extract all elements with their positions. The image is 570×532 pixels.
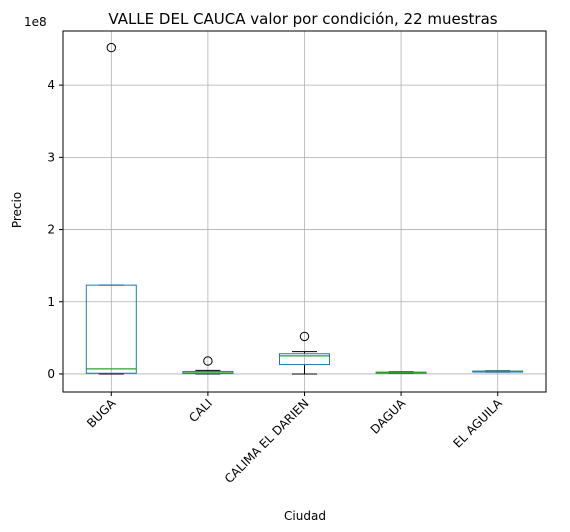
box-group bbox=[85, 42, 137, 375]
box-group bbox=[182, 356, 234, 375]
y-tick-label: 0 bbox=[47, 367, 55, 381]
y-tick-label: 4 bbox=[47, 78, 55, 92]
box-group bbox=[472, 370, 524, 373]
axes: 0 1 2 3 4 BUGA CALI CALIMA EL DARIEN DAGUA EL AGU… bbox=[47, 30, 547, 486]
x-tick-label: BUGA bbox=[84, 396, 119, 431]
plot-area bbox=[85, 42, 524, 375]
box bbox=[85, 284, 137, 374]
x-tick-label: DAGUA bbox=[368, 396, 409, 437]
grid bbox=[63, 31, 546, 392]
outlier-point bbox=[106, 42, 117, 53]
x-axis-label: Ciudad bbox=[284, 509, 326, 523]
x-tick-label: EL AGUILA bbox=[450, 396, 505, 451]
x-tick-label: CALIMA EL DARIEN bbox=[222, 396, 312, 486]
y-axis-offset-label: 1e8 bbox=[24, 15, 47, 29]
chart-title: VALLE DEL CAUCA valor por condición, 22 … bbox=[108, 10, 497, 28]
x-tick-label: CALI bbox=[186, 396, 215, 425]
y-tick-label: 1 bbox=[47, 295, 55, 309]
y-axis-label: Precio bbox=[10, 192, 24, 228]
box-group bbox=[375, 371, 427, 374]
y-tick-label: 2 bbox=[47, 223, 55, 237]
box bbox=[279, 353, 330, 366]
y-tick-label: 3 bbox=[47, 150, 55, 164]
box-group bbox=[279, 331, 330, 375]
outlier-point bbox=[299, 331, 310, 342]
outlier-point bbox=[203, 356, 213, 366]
